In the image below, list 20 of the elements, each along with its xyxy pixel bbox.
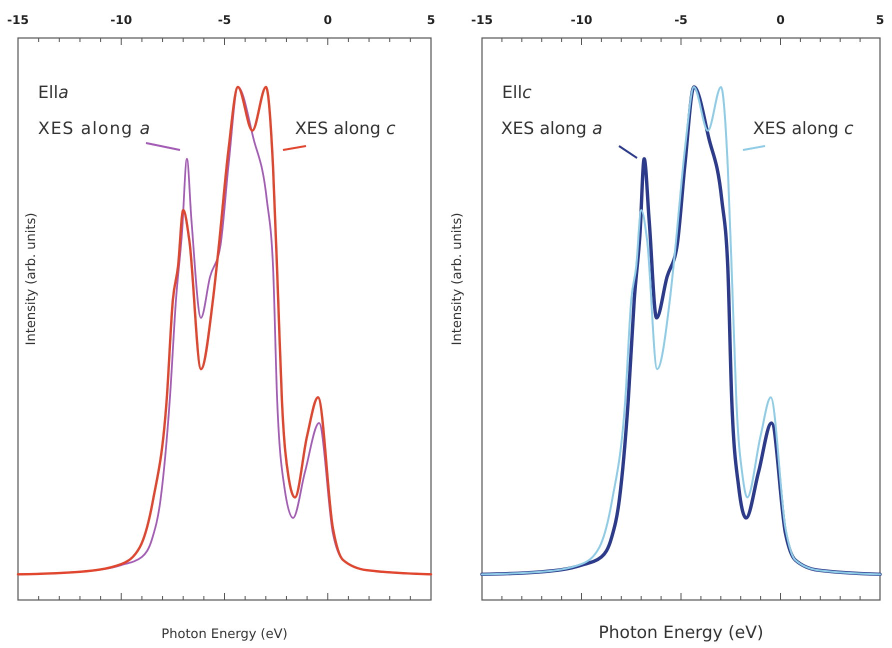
text: XES along a bbox=[38, 119, 150, 139]
x-tick-label: 5 bbox=[876, 13, 884, 27]
x-axis-title: Photon Energy (eV) bbox=[598, 623, 764, 643]
x-tick-label: -10 bbox=[570, 13, 592, 27]
x-tick-label: -15 bbox=[471, 13, 493, 27]
x-tick-label: 0 bbox=[776, 13, 785, 27]
x-tick-label: 0 bbox=[324, 13, 332, 27]
x-tick-label: -10 bbox=[110, 13, 132, 27]
x-tick-label: 5 bbox=[426, 13, 436, 27]
y-axis-title: Intensity (arb. units) bbox=[24, 212, 39, 346]
series-label: XES along c bbox=[753, 119, 854, 139]
x-tick-label: -5 bbox=[674, 13, 688, 27]
x-tick-label: -5 bbox=[218, 13, 232, 27]
y-axis-title: Intensity (arb. units) bbox=[450, 212, 465, 346]
text: XES along a bbox=[501, 119, 603, 139]
x-axis-title: Photon Energy (eV) bbox=[161, 627, 288, 642]
x-tick-label: -15 bbox=[7, 13, 29, 27]
series-label: XES along c bbox=[295, 119, 396, 139]
annotation: Ellc bbox=[502, 83, 532, 103]
annotation: Ella bbox=[38, 83, 69, 103]
